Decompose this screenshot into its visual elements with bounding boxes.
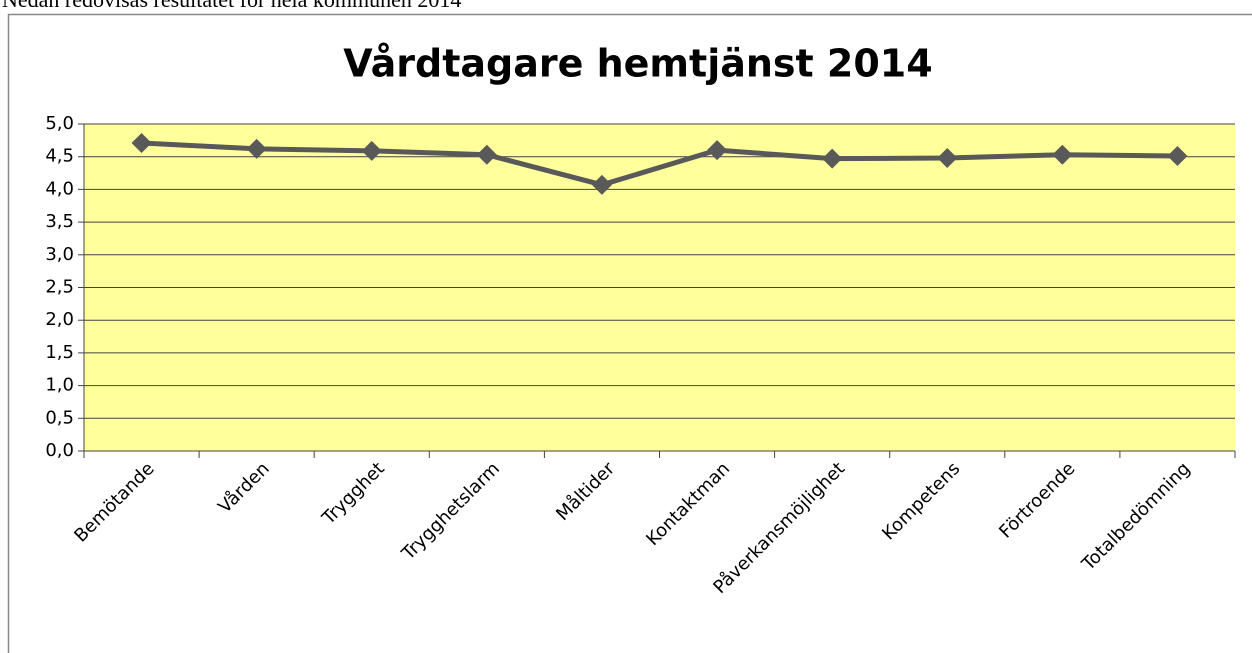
marker: [707, 140, 728, 161]
marker: [591, 174, 612, 195]
marker: [131, 132, 152, 153]
y-tick-label: 2,5: [45, 277, 74, 298]
marker: [1167, 146, 1188, 167]
marker: [1052, 144, 1073, 165]
y-tick-label: 5,0: [45, 113, 74, 134]
y-tick-label: 0,5: [45, 407, 74, 428]
marker: [361, 140, 382, 161]
chart-title: Vårdtagare hemtjänst 2014: [343, 42, 932, 86]
marker: [937, 148, 958, 169]
series-line: [141, 140, 1178, 188]
y-tick-label: 2,0: [45, 309, 74, 330]
y-tick-label: 3,0: [45, 244, 74, 265]
marker: [246, 138, 267, 159]
y-tick-label: 1,0: [45, 375, 74, 396]
y-tick-label: 0,0: [45, 440, 74, 461]
marker: [822, 148, 843, 169]
y-tick-label: 4,0: [45, 178, 74, 199]
y-tick-label: 4,5: [45, 146, 74, 167]
y-tick-label: 1,5: [45, 342, 74, 363]
y-tick-label: 3,5: [45, 211, 74, 232]
intro-text: Nedan redovisas resultatet för hela komm…: [2, 0, 461, 12]
marker: [476, 144, 497, 165]
